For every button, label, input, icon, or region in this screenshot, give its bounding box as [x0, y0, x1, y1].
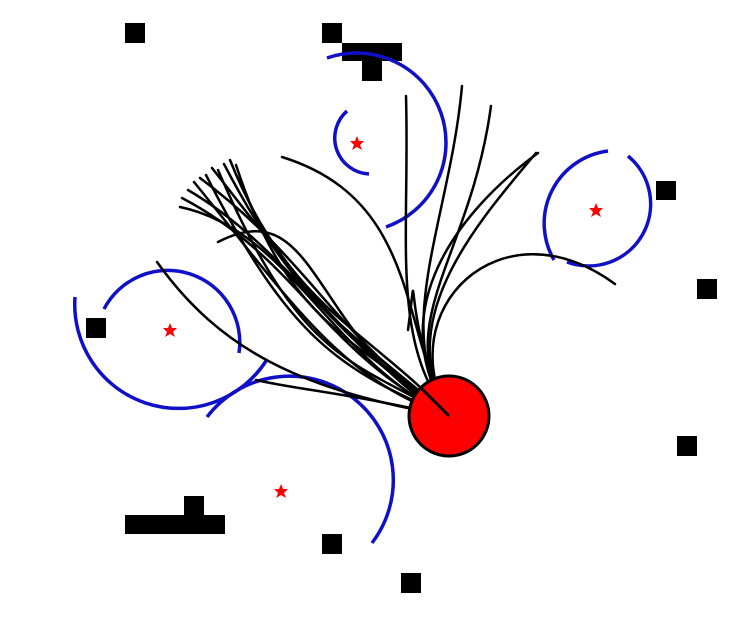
goal-star: [350, 136, 364, 150]
robot: [407, 374, 491, 458]
goal-stars: [163, 136, 603, 498]
obstacles: [86, 23, 717, 593]
obstacle: [697, 279, 717, 299]
trajectory: [421, 151, 540, 418]
goal-arc-top-large: [326, 51, 448, 229]
trajectories: [155, 84, 617, 418]
goal-arc-right-outer: [542, 149, 609, 261]
trajectory: [216, 230, 451, 418]
obstacle: [125, 515, 225, 534]
goal-arc-left-small: [102, 268, 242, 354]
goal-star: [589, 203, 603, 217]
obstacle: [86, 318, 106, 338]
trajectory: [155, 260, 451, 418]
goal-arc-right-inner: [566, 154, 653, 268]
goal-star: [163, 323, 177, 337]
trajectory: [198, 176, 451, 418]
obstacle: [677, 436, 697, 456]
trajectory: [178, 205, 451, 418]
goal-arc-top: [333, 109, 370, 176]
obstacle: [184, 496, 204, 516]
obstacle: [342, 43, 402, 61]
trajectory: [431, 253, 617, 418]
obstacle: [322, 534, 342, 554]
robot-heading: [419, 386, 451, 418]
goal-star: [274, 484, 288, 498]
obstacle: [656, 181, 676, 200]
obstacle: [322, 23, 342, 43]
obstacle: [362, 61, 382, 81]
obstacle: [401, 573, 421, 593]
obstacle: [125, 23, 145, 43]
